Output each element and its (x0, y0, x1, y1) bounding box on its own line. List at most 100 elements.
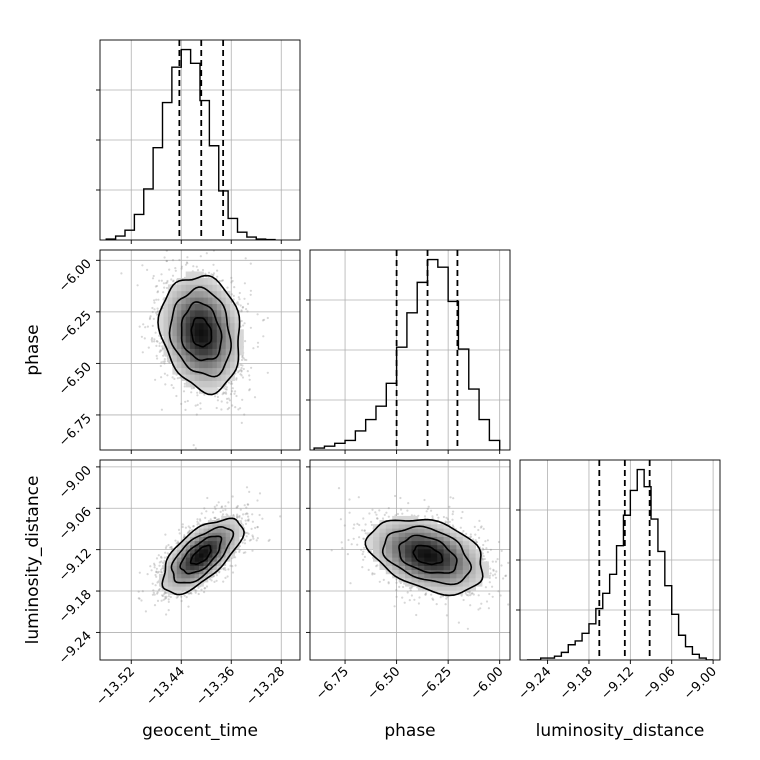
density-block (176, 342, 182, 349)
scatter-point (164, 597, 167, 600)
density-block (212, 387, 218, 394)
density-block (194, 316, 200, 324)
density-block (221, 335, 227, 343)
density-block (221, 367, 227, 375)
scatter-point (161, 594, 165, 598)
density-block (234, 354, 240, 362)
density-block (190, 303, 195, 311)
scatter-point (201, 268, 205, 272)
scatter-point (242, 367, 245, 371)
y-tick-label: −6.00 (56, 257, 95, 296)
density-block (194, 348, 200, 356)
scatter-point (152, 589, 155, 592)
density-block (181, 549, 187, 554)
density-block (185, 561, 191, 566)
density-block (181, 278, 187, 285)
density-block (190, 342, 195, 349)
scatter-point (171, 274, 175, 277)
density-block (199, 303, 204, 311)
scatter-point (158, 344, 161, 348)
scatter-point (279, 515, 282, 518)
density-block (167, 582, 173, 587)
scatter-point (141, 590, 144, 593)
density-block (234, 520, 240, 525)
scatter-point (156, 581, 159, 584)
density-block (225, 297, 231, 304)
scatter-point (165, 259, 168, 263)
scatter-point (146, 325, 149, 328)
scatter-point (203, 587, 206, 590)
scatter-point (210, 579, 213, 582)
density-block (176, 577, 182, 583)
scatter-point (200, 588, 203, 591)
histogram-geocent-time (105, 48, 276, 240)
scatter-point (244, 551, 247, 554)
scatter-point (193, 236, 195, 238)
density-block (216, 354, 222, 362)
scatter-point (236, 513, 239, 516)
scatter-point (249, 326, 252, 329)
scatter-point (205, 252, 208, 255)
scatter-point (163, 372, 166, 375)
scatter-point (213, 505, 216, 508)
density-block (203, 577, 209, 583)
density-block (176, 348, 182, 356)
density-block (203, 361, 209, 369)
scatter-point (227, 381, 230, 384)
scatter-point (196, 518, 199, 521)
scatter-point (161, 594, 164, 597)
scatter-point (245, 486, 249, 489)
histogram-phase (313, 258, 501, 450)
scatter-point (143, 337, 146, 340)
density-block (163, 348, 169, 356)
density-block (172, 586, 178, 591)
density-block (167, 290, 173, 298)
density-block (203, 561, 209, 566)
scatter-point (148, 317, 151, 321)
density-block (194, 361, 200, 369)
scatter-point (196, 391, 199, 394)
scatter-point (165, 597, 168, 600)
scatter-point (216, 269, 219, 272)
y-tick-label: −6.75 (56, 411, 95, 450)
density-block (159, 329, 164, 337)
density-block (230, 322, 235, 330)
scatter-point (157, 298, 160, 301)
scatter-point (185, 261, 188, 264)
scatter-point (160, 560, 163, 563)
density-block (203, 278, 209, 285)
scatter-point (220, 279, 223, 282)
density-block (207, 278, 213, 285)
scatter-point (224, 568, 227, 572)
scatter-point (175, 596, 178, 599)
density-block (185, 342, 191, 349)
density-block (176, 569, 182, 575)
scatter-point (244, 532, 247, 535)
scatter-point (245, 308, 248, 311)
scatter-point (241, 398, 244, 401)
density-block (185, 577, 191, 583)
density-block (221, 557, 227, 562)
density-block (212, 549, 218, 554)
scatter-point (225, 386, 228, 389)
scatter-point (165, 545, 168, 548)
density-block (185, 380, 191, 388)
scatter-point (245, 506, 248, 509)
density-block (225, 540, 231, 546)
panel-phase-luminosity-distance: −6.75 −6.50 −6.25 −6.00 (306, 459, 511, 703)
scatter-point (204, 587, 207, 590)
density-block (176, 303, 182, 311)
scatter-point (203, 393, 206, 396)
scatter-point (224, 508, 227, 511)
scatter-point (238, 550, 241, 554)
density-block (221, 361, 227, 369)
scatter-point (190, 528, 194, 532)
scatter-point (239, 508, 242, 511)
scatter-point (238, 291, 241, 295)
density-block (199, 565, 204, 570)
scatter-point (239, 407, 242, 410)
scatter-point (183, 594, 186, 597)
density-block (159, 316, 164, 324)
scatter-point (164, 383, 167, 386)
scatter-point (256, 499, 259, 502)
